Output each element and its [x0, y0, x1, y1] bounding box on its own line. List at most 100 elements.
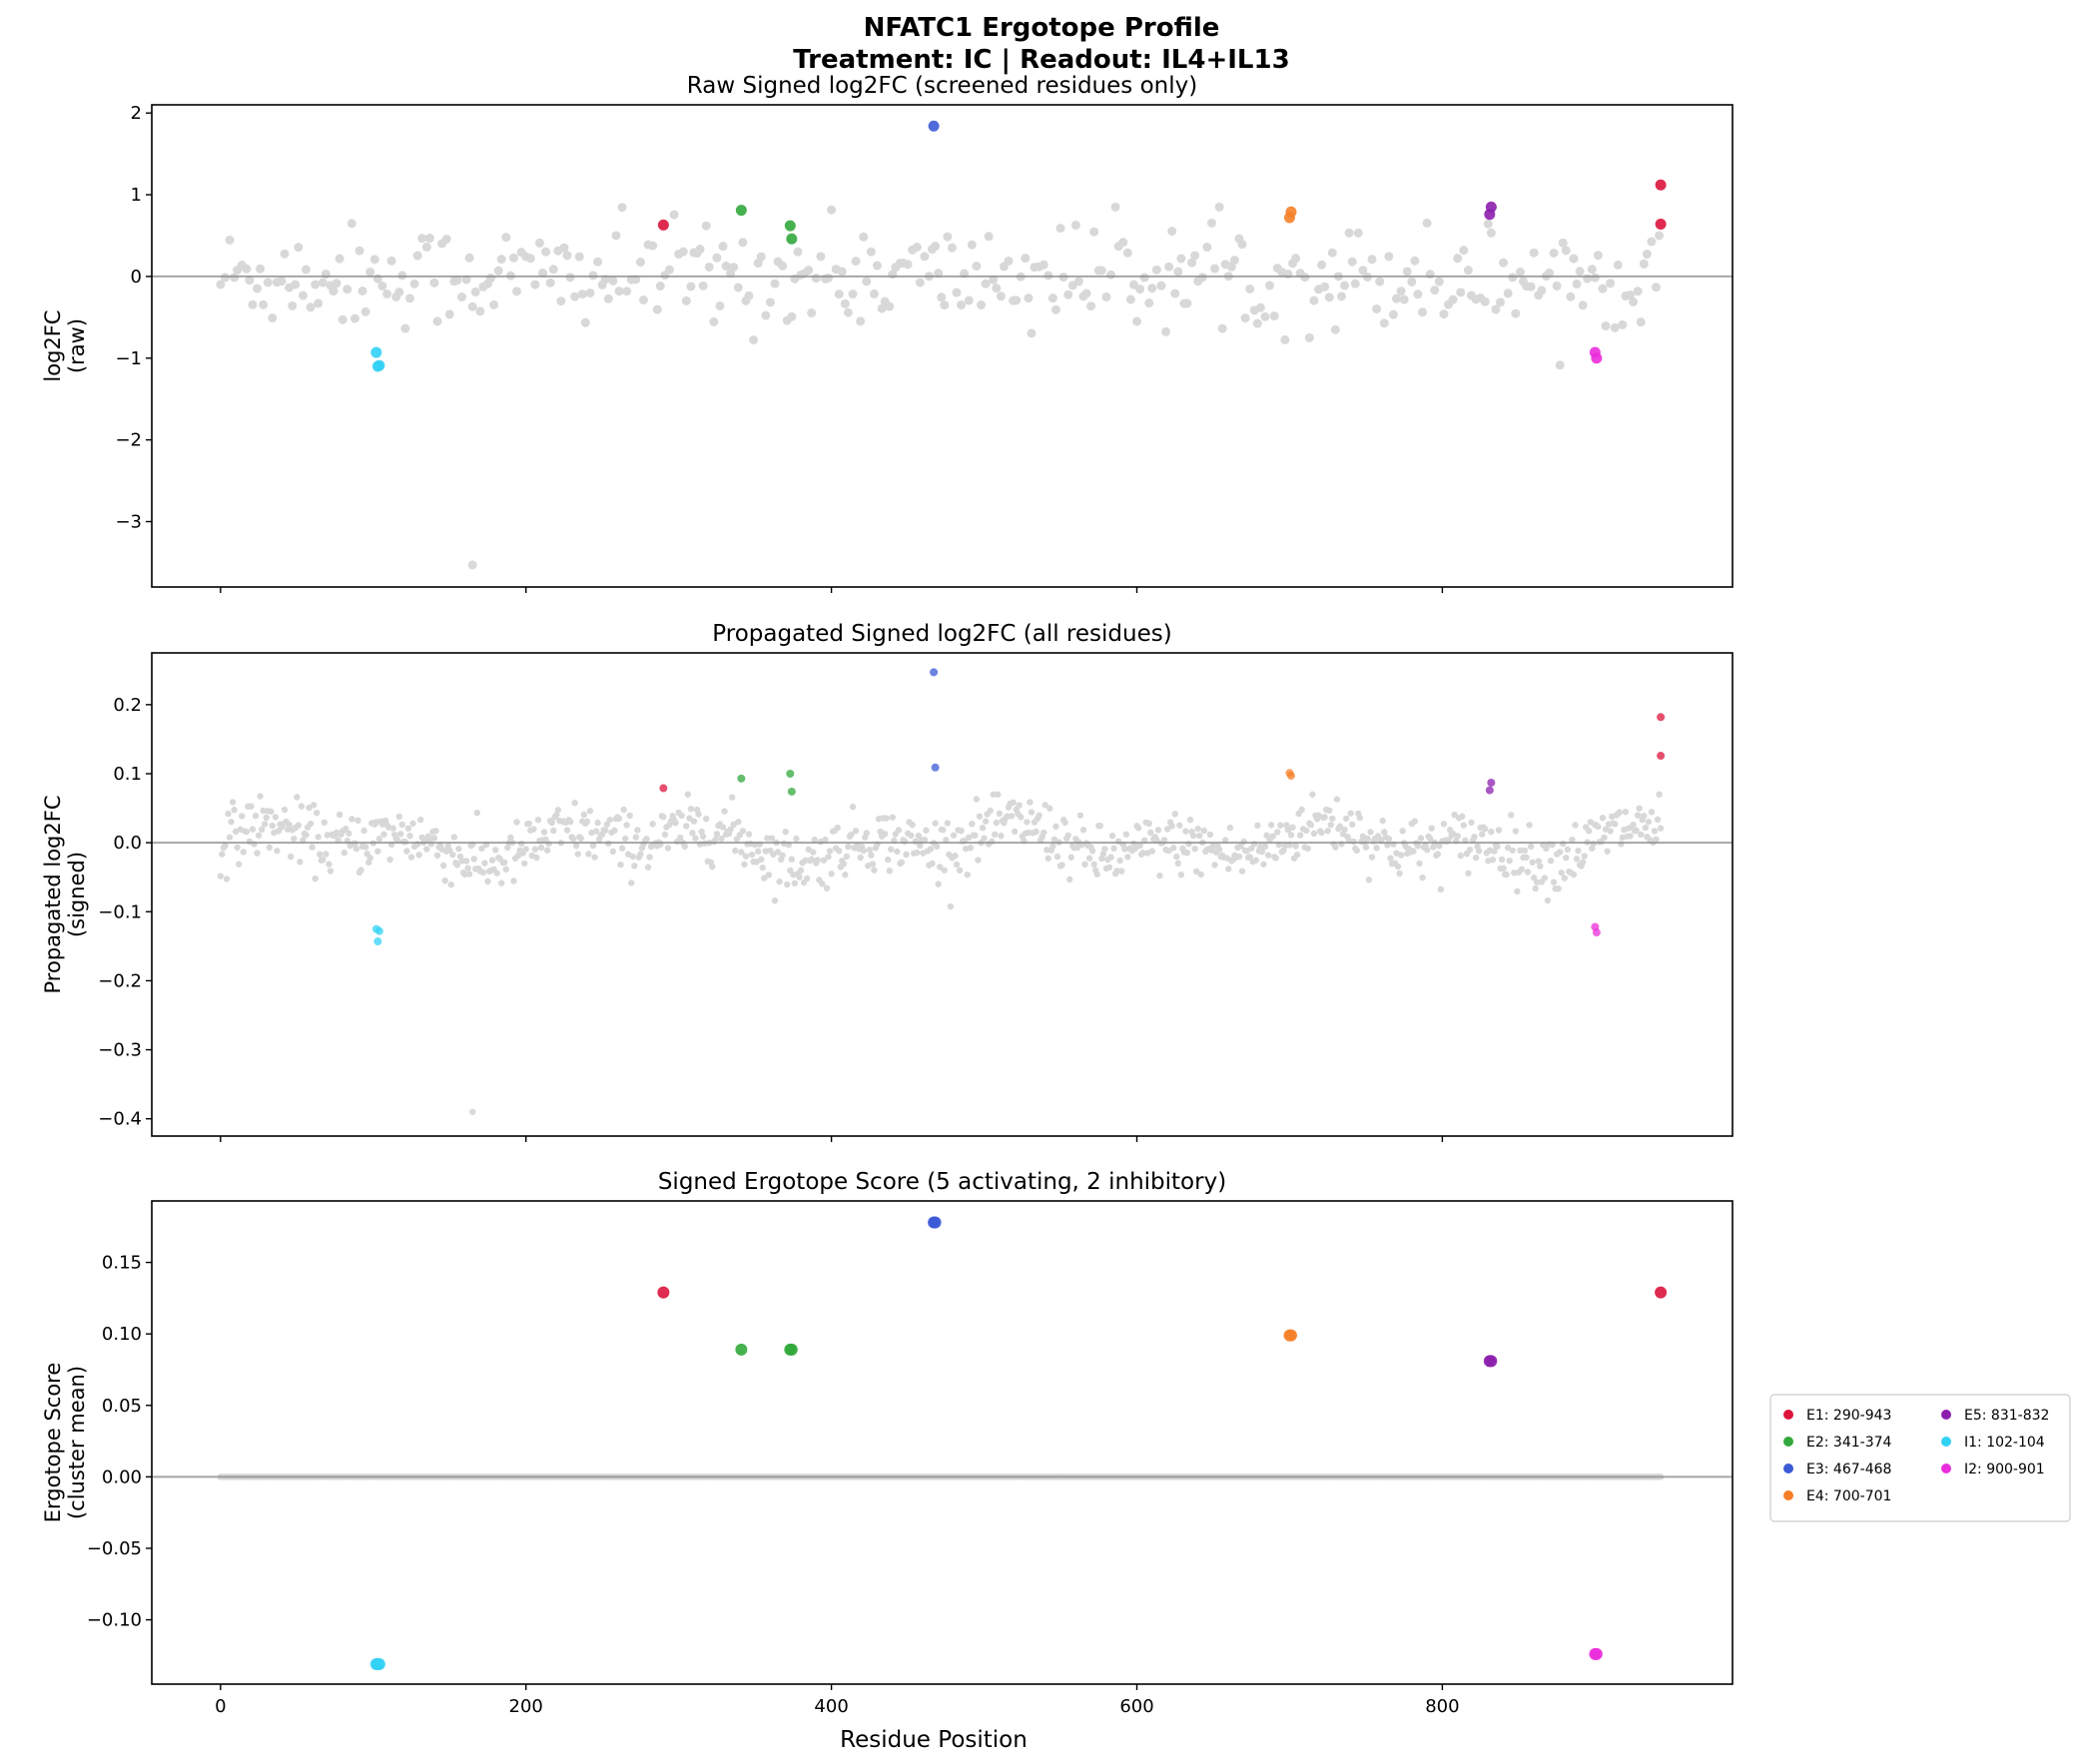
background-point — [543, 847, 551, 854]
background-point — [1489, 857, 1497, 864]
background-point — [1144, 298, 1154, 308]
background-point — [556, 296, 566, 306]
background-point — [263, 278, 273, 288]
point-E2 — [735, 1343, 748, 1356]
background-point — [1451, 811, 1458, 819]
legend-label-I2: I2: 900-901 — [1964, 1462, 2045, 1477]
background-point — [683, 823, 690, 830]
background-point — [1629, 296, 1639, 306]
background-point — [987, 807, 994, 815]
background-point — [718, 242, 728, 252]
background-point — [1437, 885, 1445, 893]
background-point — [617, 203, 627, 213]
background-point — [995, 791, 1002, 798]
background-point — [719, 824, 727, 831]
background-point — [291, 835, 298, 843]
background-point — [1171, 811, 1178, 818]
background-point — [1482, 826, 1489, 833]
background-point — [898, 859, 906, 866]
background-point — [1145, 820, 1152, 828]
y-axis-label: log2FC(raw) — [41, 309, 89, 381]
background-point — [862, 277, 872, 287]
background-point — [441, 234, 451, 244]
background-point — [894, 848, 901, 856]
background-point — [1049, 843, 1056, 850]
background-point — [1170, 289, 1180, 298]
background-point — [1156, 872, 1163, 880]
background-point — [921, 836, 929, 844]
background-point — [268, 313, 278, 323]
background-point — [520, 860, 528, 868]
background-point — [972, 262, 982, 272]
background-point — [386, 856, 393, 864]
background-point — [1076, 812, 1084, 819]
point-E5 — [1487, 778, 1496, 787]
axes-frame — [151, 104, 1734, 588]
legend-label-E1: E1: 290-943 — [1806, 1408, 1891, 1424]
background-point — [678, 247, 688, 257]
background-point — [1304, 332, 1314, 342]
background-point — [996, 810, 1004, 818]
background-point — [1514, 887, 1521, 895]
background-point — [1206, 218, 1216, 228]
background-point — [235, 861, 243, 868]
background-point — [909, 822, 916, 829]
background-point — [375, 836, 383, 843]
background-point — [771, 896, 779, 904]
background-point — [652, 304, 662, 314]
background-point — [254, 850, 261, 857]
background-point — [1044, 855, 1051, 863]
background-point — [944, 820, 952, 827]
background-point — [629, 853, 636, 861]
background-point — [1572, 279, 1582, 289]
legend-label-E5: E5: 831-832 — [1964, 1408, 2049, 1424]
background-point — [866, 846, 874, 854]
background-point — [836, 848, 843, 855]
background-point — [430, 835, 438, 842]
background-point — [1252, 857, 1260, 864]
background-point — [1569, 254, 1579, 264]
background-point — [1016, 802, 1023, 809]
background-point — [1291, 254, 1301, 264]
background-point — [1225, 866, 1232, 873]
background-point — [1499, 258, 1509, 268]
background-point — [917, 842, 924, 850]
background-point — [1638, 831, 1645, 839]
background-point — [687, 806, 695, 813]
background-point — [834, 290, 844, 299]
background-point — [1101, 292, 1111, 301]
background-point — [1024, 819, 1031, 826]
background-point — [709, 863, 716, 871]
background-point — [1265, 281, 1275, 291]
background-point — [1480, 296, 1490, 306]
background-point — [1217, 323, 1227, 333]
background-point — [486, 274, 496, 284]
background-point — [1079, 827, 1087, 834]
background-point — [692, 835, 699, 842]
background-point — [859, 232, 869, 242]
background-point — [618, 845, 626, 852]
background-point — [852, 828, 860, 835]
background-point — [776, 878, 783, 885]
background-point — [1085, 855, 1093, 862]
background-point — [712, 253, 722, 263]
background-point — [589, 842, 597, 850]
x-tick-label: 0 — [215, 1696, 226, 1717]
background-point — [1367, 829, 1374, 836]
background-point — [883, 815, 890, 822]
background-point — [1024, 294, 1034, 303]
background-point — [580, 317, 590, 327]
background-point — [727, 826, 734, 833]
background-point — [941, 867, 948, 874]
background-point — [745, 831, 753, 838]
background-point — [857, 854, 864, 862]
background-point — [950, 832, 958, 839]
background-point — [458, 858, 465, 865]
background-point — [229, 799, 237, 806]
point-I2 — [1592, 928, 1601, 937]
background-point — [943, 837, 950, 844]
background-point — [1472, 854, 1480, 862]
background-point — [1590, 273, 1600, 283]
background-point — [1332, 844, 1339, 851]
background-point — [397, 831, 404, 838]
